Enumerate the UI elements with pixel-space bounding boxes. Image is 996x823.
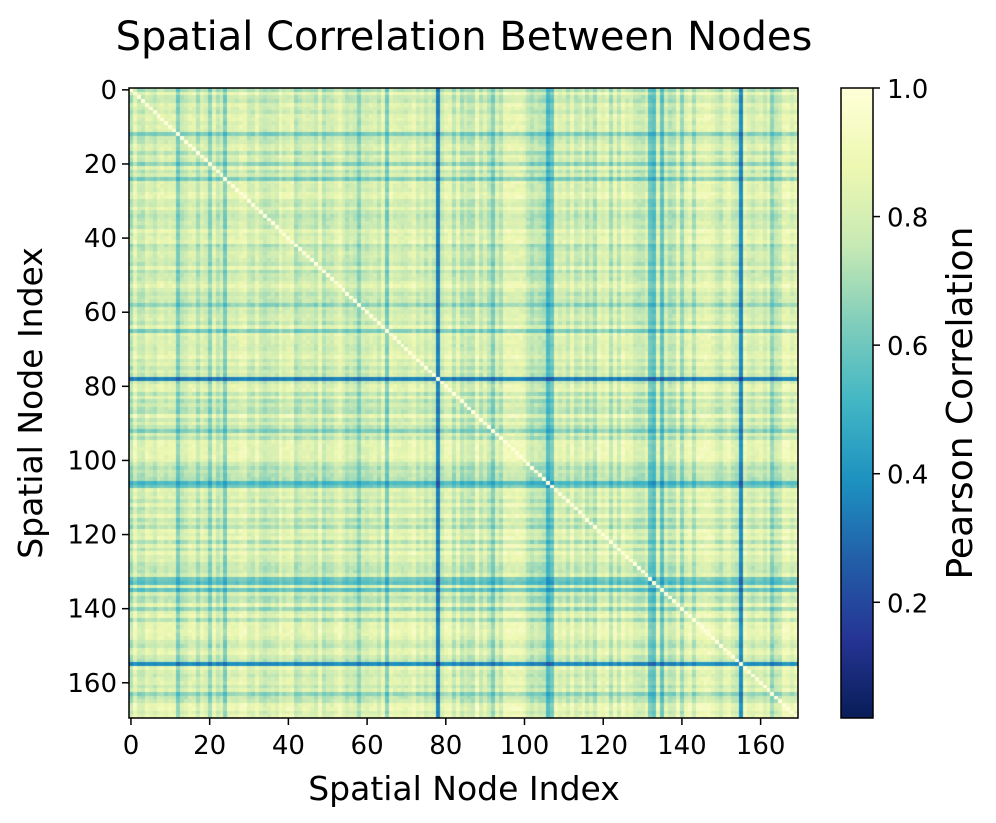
y-tick-label: 100	[67, 446, 117, 476]
x-axis-ticks: 0 20 40 60 80 100 120 140 160	[123, 718, 786, 761]
colorbar-tick-label: 0.8	[887, 204, 928, 234]
x-tick-label: 80	[429, 731, 462, 761]
y-tick-label: 80	[84, 372, 117, 402]
colorbar-gradient	[840, 87, 874, 719]
y-tick-label: 0	[100, 76, 117, 106]
colorbar-tick-label: 0.6	[887, 332, 928, 362]
colorbar: 0.2 0.4 0.6 0.8 1.0	[840, 75, 928, 719]
y-axis-ticks: 0 20 40 60 80 100 120 140 160	[67, 76, 129, 699]
x-tick-label: 40	[272, 731, 305, 761]
colorbar-tick-label: 1.0	[887, 75, 928, 105]
x-tick-label: 140	[657, 731, 707, 761]
colorbar-tick-label: 0.2	[887, 589, 928, 619]
x-tick-label: 0	[123, 731, 140, 761]
colorbar-label: Pearson Correlation	[940, 227, 981, 580]
plot-area	[128, 87, 799, 719]
y-axis-label: Spatial Node Index	[11, 247, 50, 559]
colorbar-ticks: 0.2 0.4 0.6 0.8 1.0	[873, 75, 928, 619]
y-tick-label: 60	[84, 298, 117, 328]
y-tick-label: 120	[67, 521, 117, 551]
colorbar-tick-label: 0.4	[887, 461, 928, 491]
x-tick-label: 60	[351, 731, 384, 761]
y-tick-label: 40	[84, 224, 117, 254]
y-tick-label: 140	[67, 595, 117, 625]
plot-frame	[128, 87, 799, 719]
x-tick-label: 120	[578, 731, 628, 761]
x-tick-label: 160	[736, 731, 786, 761]
y-tick-label: 160	[67, 669, 117, 699]
y-tick-label: 20	[84, 150, 117, 180]
x-axis-label: Spatial Node Index	[308, 769, 620, 808]
heatmap-cells	[129, 88, 798, 718]
x-tick-label: 100	[500, 731, 550, 761]
x-tick-label: 20	[193, 731, 226, 761]
chart-title: Spatial Correlation Between Nodes	[116, 14, 813, 60]
